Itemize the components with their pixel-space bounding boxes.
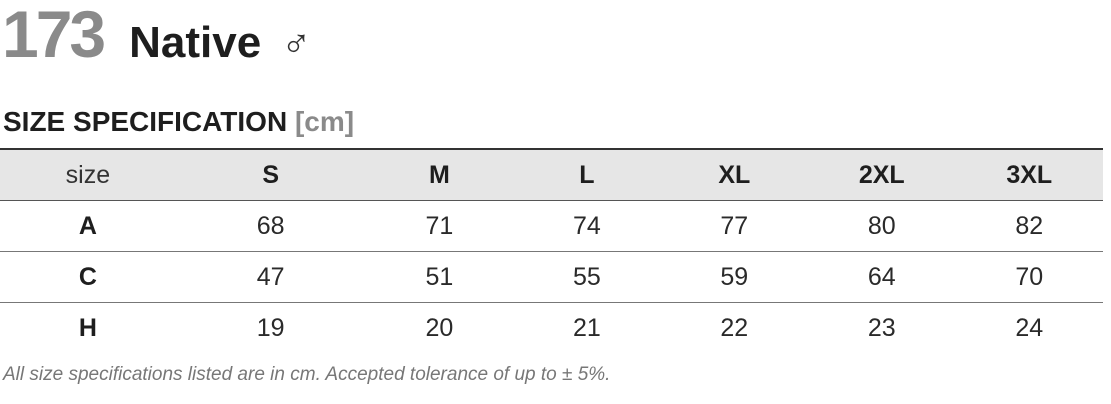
column-header: 3XL: [1006, 160, 1053, 189]
column-header: S: [262, 160, 280, 189]
cell: 20: [425, 313, 454, 342]
section-title: SIZE SPECIFICATION [cm]: [3, 106, 354, 138]
column-header: XL: [718, 160, 751, 189]
column-header: L: [579, 160, 595, 189]
cell: 80: [867, 211, 896, 240]
column-header: size: [65, 160, 111, 189]
row-label: C: [78, 262, 97, 291]
footnote: All size specifications listed are in cm…: [3, 364, 611, 385]
table-row: H 19 20 21 22 23 24: [0, 303, 1103, 354]
column-header: 2XL: [858, 160, 905, 189]
product-name: Native: [129, 18, 262, 67]
cell: 71: [425, 211, 454, 240]
product-header: 173 Native ♂: [2, 0, 312, 71]
cell: 68: [256, 211, 285, 240]
cell: 70: [1015, 262, 1044, 291]
cell: 19: [256, 313, 285, 342]
cell: 59: [720, 262, 749, 291]
cell: 23: [867, 313, 896, 342]
section-unit: [cm]: [294, 106, 355, 137]
header-row: size S M L XL 2XL 3XL: [0, 149, 1103, 201]
cell: 77: [720, 211, 749, 240]
cell: 51: [425, 262, 454, 291]
table-row: A 68 71 74 77 80 82: [0, 201, 1103, 252]
cell: 47: [256, 262, 285, 291]
column-header: M: [428, 160, 450, 189]
row-label: A: [78, 211, 97, 240]
cell: 64: [867, 262, 896, 291]
cell: 74: [572, 211, 601, 240]
table-header: size S M L XL 2XL 3XL: [0, 149, 1103, 201]
gender-symbol: ♂: [281, 22, 312, 66]
table-body: A 68 71 74 77 80 82 C 47 51 55 59 64 70 H 19 20 21 22 23 24: [0, 201, 1103, 354]
table-row: C 47 51 55 59 64 70: [0, 252, 1103, 303]
cell: 82: [1015, 211, 1044, 240]
size-table: size S M L XL 2XL 3XL A 68 71 74 77 80 82 C 47 51 55 59 64…: [0, 148, 1103, 353]
product-number: 173: [2, 0, 106, 71]
cell: 24: [1015, 313, 1044, 342]
cell: 55: [572, 262, 601, 291]
section-title-text: SIZE SPECIFICATION: [3, 106, 288, 137]
cell: 22: [720, 313, 749, 342]
row-label: H: [78, 313, 97, 342]
cell: 21: [572, 313, 601, 342]
